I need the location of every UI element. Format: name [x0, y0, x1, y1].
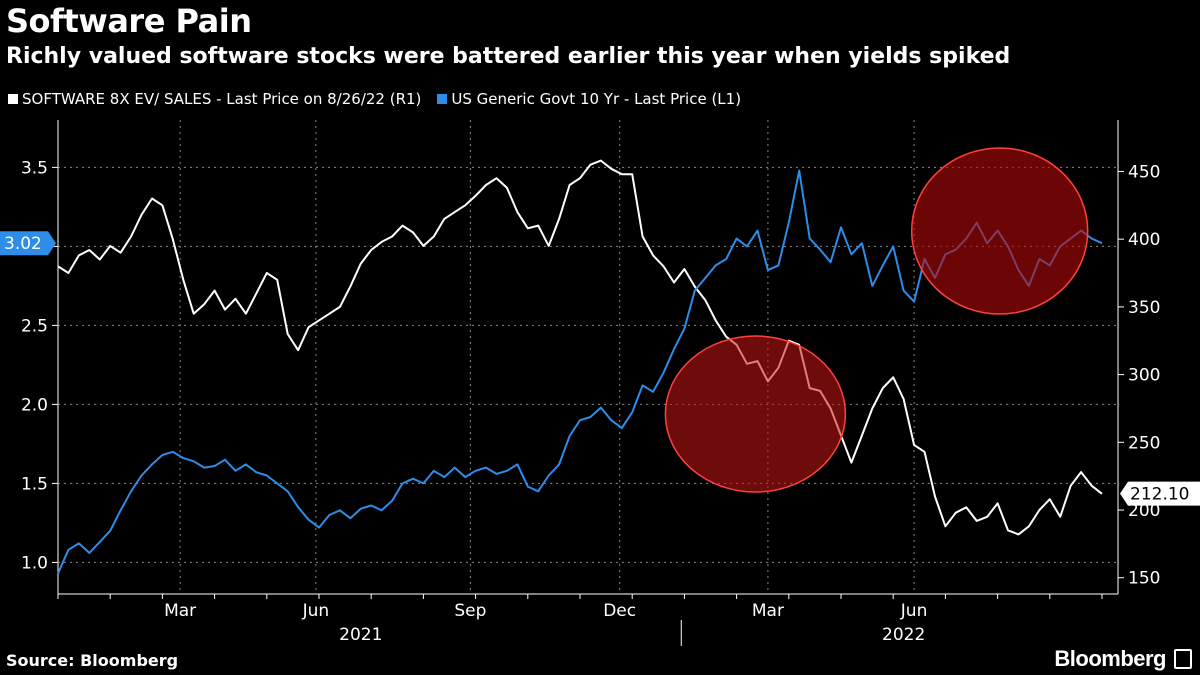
month-label: Jun — [900, 601, 928, 621]
legend-item-software: SOFTWARE 8X EV/ SALES - Last Price on 8/… — [8, 90, 421, 108]
highlight-circle-2022 — [910, 147, 1089, 315]
bloomberg-icon — [1174, 649, 1192, 669]
tick-labels: 1.01.52.02.53.03.5150200250300350400450M… — [21, 158, 1161, 645]
month-label: Mar — [752, 601, 784, 621]
annotation-circles — [664, 147, 1089, 493]
year-label: 2022 — [882, 625, 925, 645]
left-tick-label: 2.0 — [21, 395, 48, 415]
left-tick-label: 2.5 — [21, 316, 48, 336]
right-tick-label: 150 — [1128, 569, 1160, 589]
right-tick-label: 200 — [1128, 501, 1160, 521]
last-value-labels: 3.02 212.10 — [0, 231, 1200, 506]
legend-swatch-yield — [437, 94, 448, 104]
right-tick-label: 400 — [1128, 230, 1160, 250]
legend-swatch-software — [8, 94, 18, 104]
legend-item-yield: US Generic Govt 10 Yr - Last Price (L1) — [437, 90, 741, 108]
right-tick-label: 300 — [1128, 366, 1160, 386]
month-label: Jun — [302, 601, 330, 621]
legend-label-software: SOFTWARE 8X EV/ SALES - Last Price on 8/… — [22, 90, 422, 108]
left-tick-label: 1.0 — [21, 553, 48, 573]
highlight-circle-2021 — [664, 335, 847, 493]
source-note: Source: Bloomberg — [6, 651, 179, 670]
right-tick-label: 250 — [1128, 433, 1160, 453]
left-tick-label: 3.5 — [21, 158, 48, 178]
gridlines — [52, 120, 1124, 646]
month-label: Sep — [454, 601, 486, 621]
software-series-line — [57, 159, 1103, 536]
right-value-box — [1120, 481, 1200, 506]
month-label: Dec — [603, 601, 636, 621]
legend-label-yield: US Generic Govt 10 Yr - Last Price (L1) — [451, 90, 742, 108]
legend: SOFTWARE 8X EV/ SALES - Last Price on 8/… — [8, 90, 741, 108]
right-tick-label: 450 — [1128, 162, 1160, 182]
right-value-label: 212.10 — [1130, 485, 1189, 505]
left-value-label: 3.02 — [4, 234, 42, 254]
month-label: Mar — [164, 601, 196, 621]
right-tick-label: 350 — [1128, 298, 1160, 318]
chart-subtitle: Richly valued software stocks were batte… — [6, 44, 1011, 69]
year-label: 2021 — [339, 625, 382, 645]
brand-logo: Bloomberg — [1054, 646, 1166, 671]
chart-title: Software Pain — [6, 2, 252, 40]
left-value-box — [0, 231, 56, 256]
left-tick-label: 1.5 — [21, 474, 48, 494]
